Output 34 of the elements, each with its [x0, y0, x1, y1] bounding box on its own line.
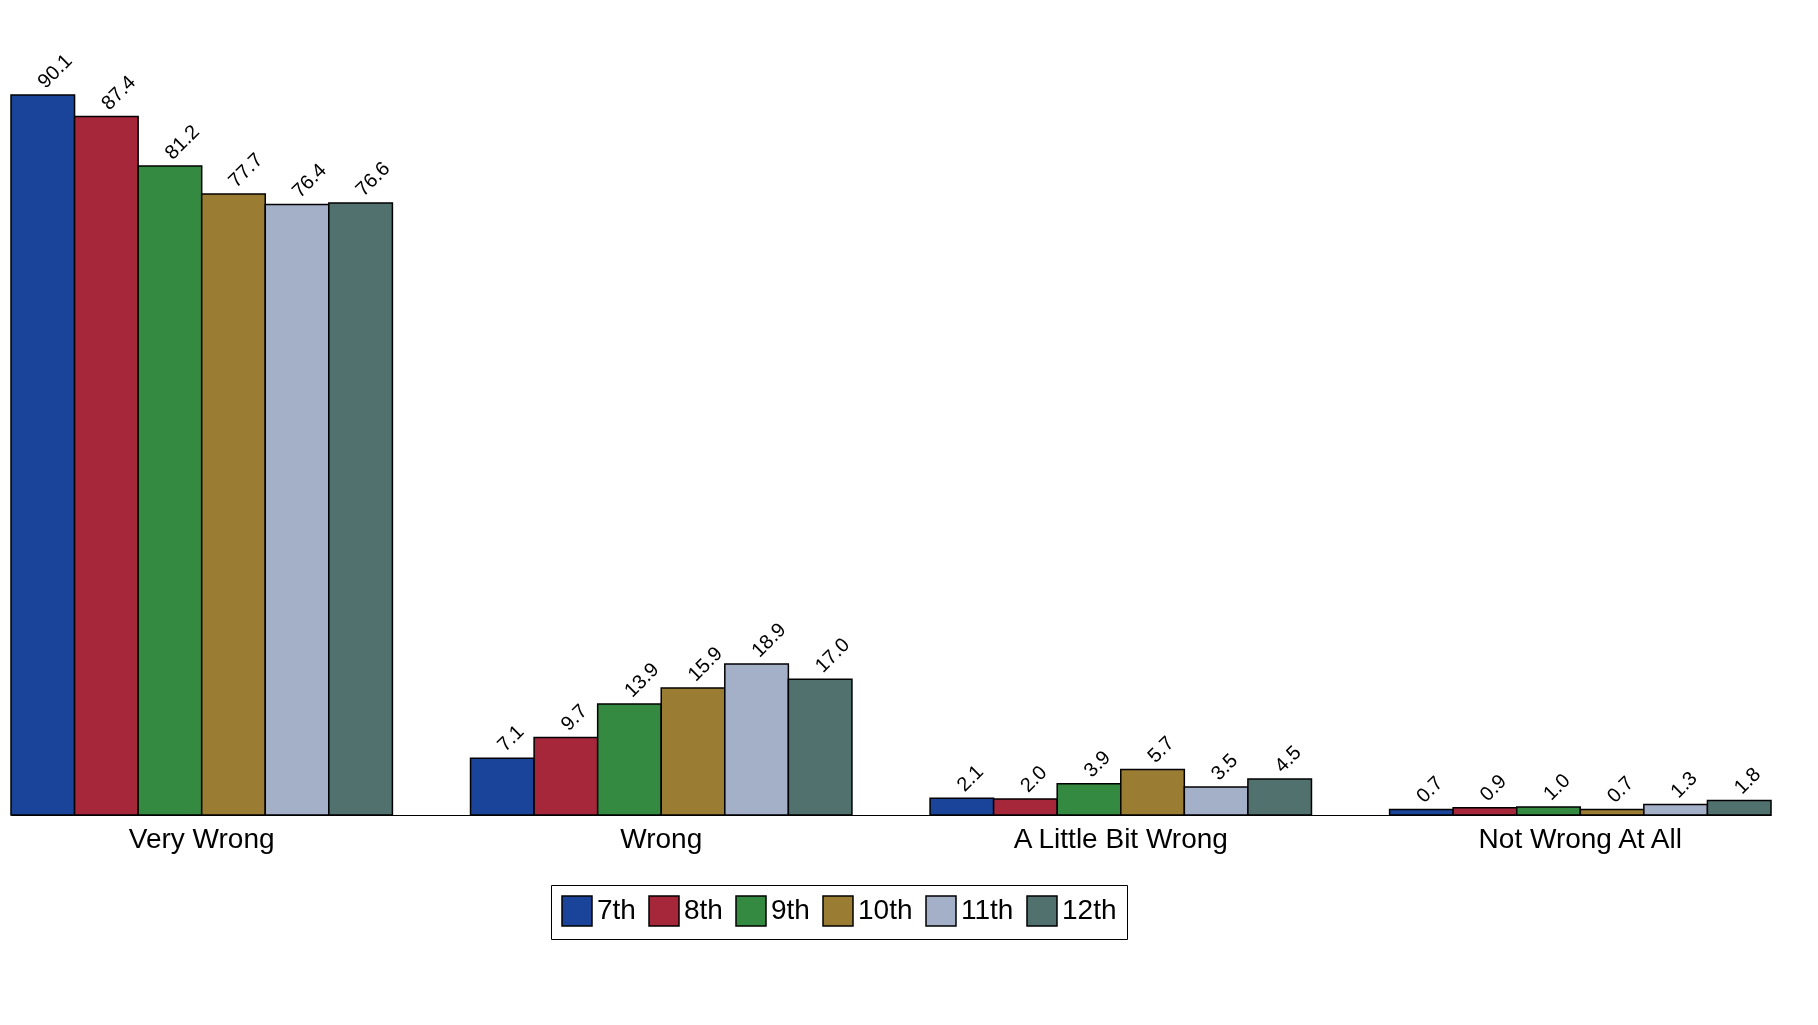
data-label: 1.3	[1665, 766, 1701, 802]
data-label: 9.7	[555, 699, 592, 735]
data-label: 81.2	[160, 120, 204, 164]
data-label: 1.0	[1538, 768, 1574, 805]
x-tick-label: A Little Bit Wrong	[1013, 822, 1228, 854]
data-label: 13.9	[619, 658, 663, 702]
legend-label: 10th	[858, 894, 913, 925]
data-label: 15.9	[683, 642, 727, 686]
data-label: 18.9	[746, 618, 790, 662]
data-label: 90.1	[32, 49, 76, 93]
x-tick-label: Wrong	[620, 822, 703, 854]
data-label: 3.9	[1079, 745, 1115, 782]
data-label: 5.7	[1142, 731, 1178, 767]
data-label: 76.6	[350, 156, 394, 201]
data-label: 2.1	[951, 760, 988, 796]
x-tick-label: Very Wrong	[128, 822, 275, 854]
x-tick-label: Not Wrong At All	[1478, 822, 1682, 854]
legend-label: 9th	[771, 894, 810, 925]
data-label: 0.7	[1411, 771, 1447, 807]
data-label: 17.0	[810, 633, 854, 677]
legend-label: 12th	[1062, 894, 1117, 925]
data-label: 4.5	[1269, 740, 1306, 777]
data-label: 3.5	[1206, 748, 1242, 785]
data-label: 77.7	[223, 148, 267, 192]
data-label: 1.8	[1729, 762, 1765, 798]
data-label: 76.4	[287, 158, 331, 202]
data-label: 87.4	[96, 70, 140, 114]
data-label: 7.1	[492, 720, 528, 756]
legend-label: 8th	[684, 894, 723, 925]
data-label: 2.0	[1015, 760, 1051, 797]
legend-label: 7th	[597, 894, 636, 925]
data-label: 0.7	[1602, 771, 1638, 807]
data-label: 0.9	[1475, 769, 1511, 805]
legend-label: 11th	[961, 894, 1014, 925]
